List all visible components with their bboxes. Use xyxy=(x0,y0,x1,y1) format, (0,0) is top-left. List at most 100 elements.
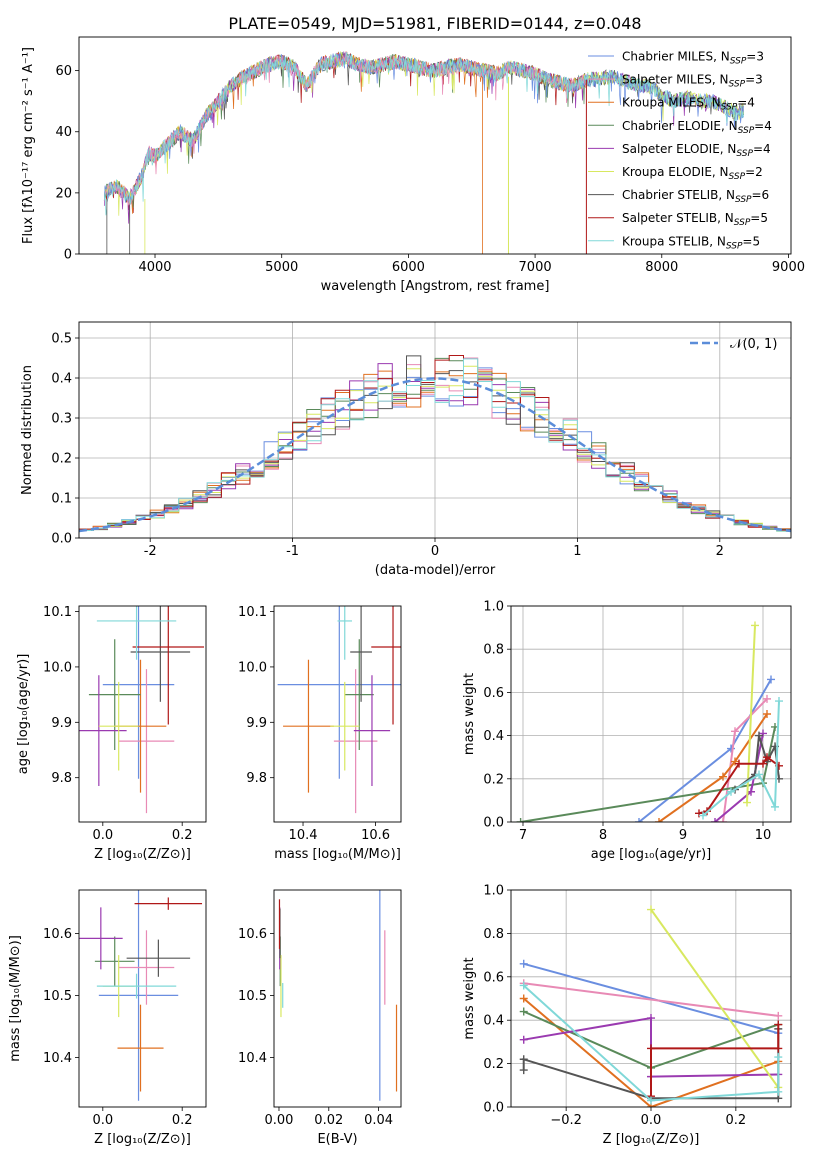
axes-frame xyxy=(78,889,207,1108)
point-marker xyxy=(719,818,727,822)
y-tick-label: 20 xyxy=(55,186,72,201)
axes-frame xyxy=(273,889,402,1108)
point-marker xyxy=(647,1044,655,1053)
y-axis-label: mass weight xyxy=(462,957,477,1039)
point-marker xyxy=(519,1055,528,1064)
point-marker xyxy=(519,994,528,1003)
point-marker xyxy=(774,1044,783,1053)
x-axis-label: Z [log₁₀(Z/Z⊙)] xyxy=(94,1132,191,1147)
y-tick-label: 0.8 xyxy=(483,643,504,658)
series-line xyxy=(650,1024,780,1097)
point-marker xyxy=(763,710,771,718)
series-line xyxy=(658,713,768,822)
point-marker xyxy=(516,818,525,822)
axes-frame xyxy=(78,36,792,255)
y-tick-label: 10.0 xyxy=(43,660,72,675)
errorbars xyxy=(79,890,203,1101)
point-marker xyxy=(647,905,655,914)
y-tick-label: 0 xyxy=(64,248,72,263)
y-tick-label: 0.2 xyxy=(483,772,504,787)
x-tick-label: 8 xyxy=(599,828,607,843)
histogram-series xyxy=(79,358,791,534)
legend-label: Salpeter ELODIE, NSSP=4 xyxy=(622,142,771,159)
x-axis-label: mass [log₁₀(M/M⊙)] xyxy=(274,847,401,862)
y-tick-label: 10.5 xyxy=(238,989,267,1004)
point-marker xyxy=(519,1066,528,1075)
legend-label: Salpeter STELIB, NSSP=5 xyxy=(622,211,768,228)
y-tick-label: 0.4 xyxy=(483,729,504,744)
y-axis-label: age [log₁₀(age/yr)] xyxy=(16,654,31,775)
point-marker xyxy=(774,1053,783,1062)
x-axis-label: (data-model)/error xyxy=(375,563,496,578)
histograms xyxy=(79,355,791,534)
y-axis-label: Flux [fλ10⁻¹⁷ erg cm⁻² s⁻¹ A⁻¹] xyxy=(21,47,36,244)
mass-weight-vs-age-panel: 7 8 9 10 0.0 0.2 0.4 0.6 0.8 1.0 age [log₁₀(age/yr… xyxy=(462,600,792,862)
x-tick-label: 8000 xyxy=(645,260,678,275)
y-tick-label: 0.8 xyxy=(483,927,504,942)
x-axis-label: Z [log₁₀(Z/Z⊙)] xyxy=(94,847,191,862)
point-marker xyxy=(735,759,743,768)
mass-vs-Z-panel: 0.0 0.2 10.4 10.5 10.6 Z [log₁₀(Z/Z⊙)] mass [l… xyxy=(8,889,207,1147)
point-marker xyxy=(774,1087,783,1096)
x-axis-label: age [log₁₀(age/yr)] xyxy=(591,847,712,862)
y-tick-label: 9.9 xyxy=(51,716,72,731)
y-axis-label: mass [log₁₀(M/M⊙)] xyxy=(8,935,23,1062)
axes-frame xyxy=(78,605,207,823)
x-tick-label: 0.00 xyxy=(265,1113,294,1128)
x-tick-label: −0.2 xyxy=(550,1113,582,1128)
spectrum-panel: 4000 5000 6000 7000 8000 9000 0 20 40 60 wavelengt… xyxy=(21,36,805,294)
x-tick-label: 0.0 xyxy=(641,1113,662,1128)
point-marker xyxy=(751,621,759,630)
series-line xyxy=(523,962,779,1035)
x-tick-label: -2 xyxy=(144,544,157,559)
x-tick-label: -1 xyxy=(286,544,299,559)
histogram-panel: -2 -1 0 1 2 0.0 0.1 0.2 0.3 0.4 0.5 (data-model)/er… xyxy=(20,321,792,578)
x-tick-label: 6000 xyxy=(392,260,425,275)
point-marker xyxy=(767,675,775,684)
point-marker xyxy=(731,727,739,736)
x-tick-label: 10 xyxy=(755,828,772,843)
y-tick-label: 40 xyxy=(55,125,72,140)
y-tick-label: 0.4 xyxy=(51,372,72,387)
series-line xyxy=(523,984,780,1102)
point-marker xyxy=(727,787,735,796)
y-axis-label: mass weight xyxy=(462,673,477,755)
point-marker xyxy=(647,1014,655,1023)
y-axis-label: Normed distribution xyxy=(20,365,35,495)
errorbars xyxy=(277,606,401,814)
mass-weight-vs-Z-panel: −0.2 0.0 0.2 0.0 0.2 0.4 0.6 0.8 1.0 Z [log₁₀(Z/Z… xyxy=(462,884,792,1147)
point-marker xyxy=(755,770,763,779)
series-lines xyxy=(519,905,783,1107)
y-tick-label: 0.0 xyxy=(483,1101,504,1116)
series-line xyxy=(650,908,780,1089)
x-tick-label: 5000 xyxy=(265,260,298,275)
point-marker xyxy=(763,694,771,703)
series-lines xyxy=(516,621,783,822)
mass-vs-EBV-panel: 0.00 0.02 0.04 10.4 10.5 10.6 E(B-V) xyxy=(238,889,402,1147)
legend-label: 𝒩(0, 1) xyxy=(730,337,777,352)
axes-frame xyxy=(510,605,792,823)
y-tick-label: 10.0 xyxy=(238,660,267,675)
errorbars xyxy=(79,606,205,814)
y-tick-label: 10.1 xyxy=(43,605,72,620)
point-marker xyxy=(655,818,663,822)
series-line xyxy=(734,735,780,791)
x-tick-label: 0.2 xyxy=(172,828,193,843)
y-tick-label: 10.6 xyxy=(238,927,267,942)
point-marker xyxy=(755,731,763,740)
legend-label: Kroupa ELODIE, NSSP=2 xyxy=(622,165,763,182)
x-tick-label: 0.0 xyxy=(92,1113,113,1128)
y-tick-label: 0.6 xyxy=(483,970,504,985)
legend-label: Salpeter MILES, NSSP=3 xyxy=(622,73,763,90)
point-marker xyxy=(743,798,751,807)
y-tick-label: 9.9 xyxy=(246,716,267,731)
y-tick-label: 0.4 xyxy=(483,1014,504,1029)
y-tick-label: 9.8 xyxy=(246,771,267,786)
y-tick-label: 0.2 xyxy=(51,452,72,467)
point-marker xyxy=(771,802,779,811)
legend-label: Chabrier STELIB, NSSP=6 xyxy=(622,188,769,205)
y-tick-label: 0.2 xyxy=(483,1057,504,1072)
point-marker xyxy=(763,753,771,762)
x-tick-label: 10.6 xyxy=(361,828,390,843)
figure-title: PLATE=0549, MJD=51981, FIBERID=0144, z=0… xyxy=(228,14,641,33)
